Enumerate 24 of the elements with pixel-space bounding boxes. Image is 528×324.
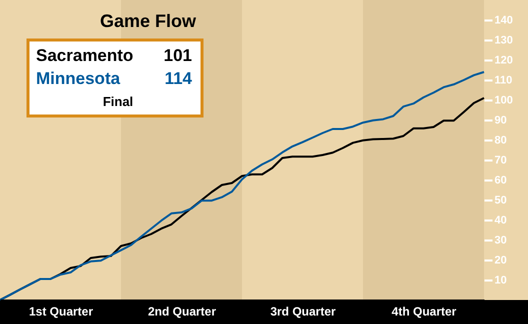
- y-tick-label: 110: [494, 74, 512, 86]
- y-tick-label: 10: [494, 274, 507, 286]
- text: Game Flow: [100, 11, 198, 31]
- y-tick-label: 60: [494, 174, 507, 186]
- y-tick-label: 20: [494, 254, 507, 266]
- x-tick-label: 3rd Quarter: [270, 304, 336, 318]
- x-tick-label: 1st Quarter: [28, 304, 94, 318]
- y-tick-label: 90: [494, 114, 507, 126]
- y-tick-label: 100: [494, 94, 513, 106]
- y-tick-label: 120: [494, 54, 513, 66]
- text: Sacramento: [36, 46, 134, 65]
- x-tick-label: 4th Quarter: [392, 304, 457, 318]
- y-tick-label: 70: [494, 154, 507, 166]
- y-tick-label: 30: [494, 234, 507, 246]
- annotation: 101: [164, 46, 192, 65]
- y-tick-label: 50: [494, 194, 507, 206]
- annotation: Final: [102, 94, 134, 109]
- y-tick-label: 130: [494, 34, 513, 46]
- x-tick-label: 2nd Quarter: [148, 304, 216, 318]
- y-tick-label: 40: [494, 214, 507, 226]
- y-tick-label: 80: [494, 134, 507, 146]
- y-tick-label: 140: [494, 14, 513, 26]
- annotation: 114: [164, 69, 193, 88]
- text: Minnesota: [36, 69, 121, 88]
